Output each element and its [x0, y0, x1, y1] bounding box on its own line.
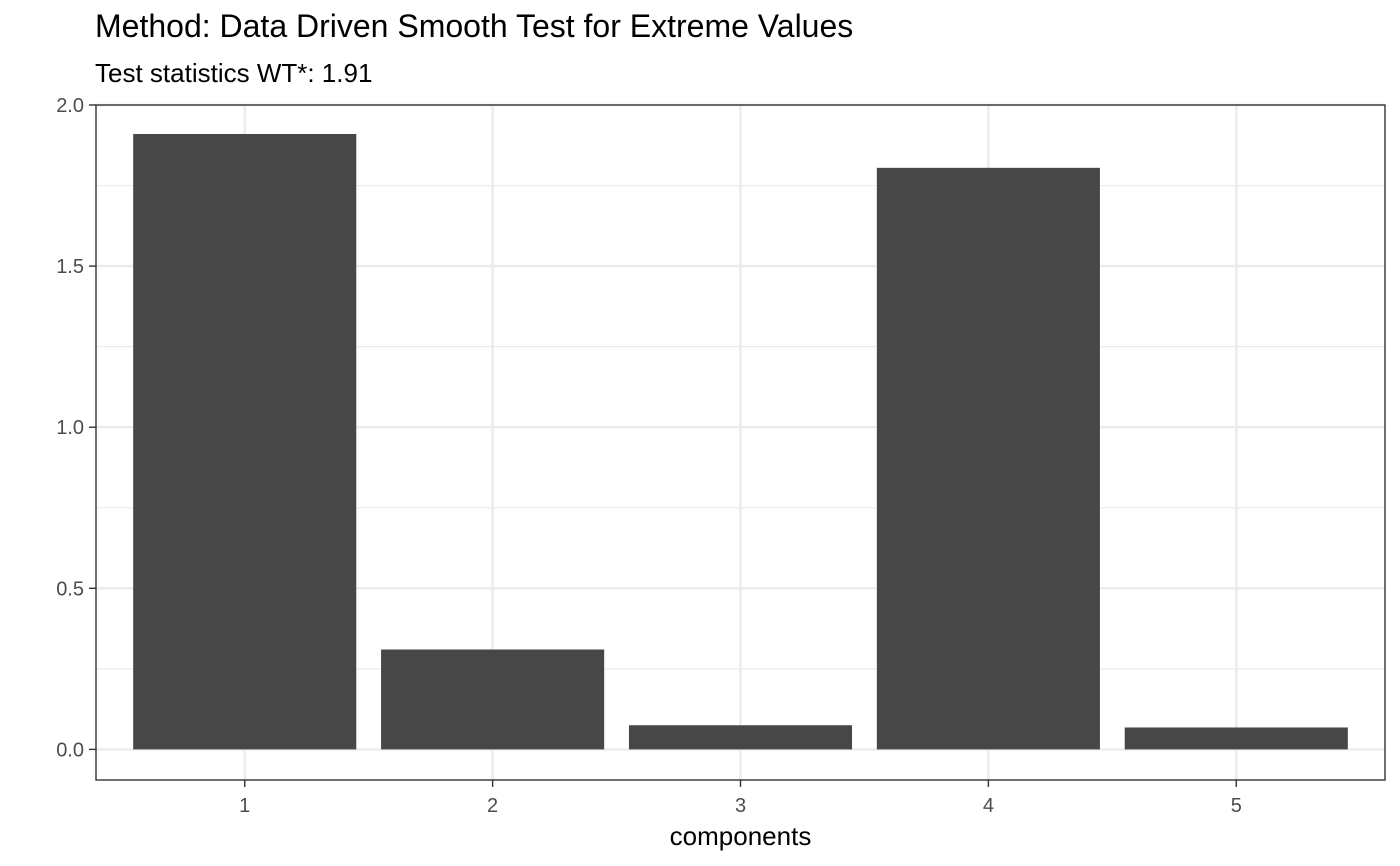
x-tick-label: 3 [735, 795, 746, 817]
chart-subtitle: Test statistics WT*: 1.91 [95, 58, 373, 88]
x-tick-label: 5 [1231, 795, 1242, 817]
x-tick-label: 1 [239, 795, 250, 817]
bar [628, 725, 853, 750]
x-tick-label: 4 [983, 795, 994, 817]
y-tick-label: 0.0 [56, 739, 84, 761]
x-axis-label: components [670, 821, 812, 851]
chart-title: Method: Data Driven Smooth Test for Extr… [95, 8, 854, 44]
y-tick-label: 2.0 [56, 95, 84, 117]
y-tick-label: 1.0 [56, 417, 84, 439]
y-tick-label: 1.5 [56, 256, 84, 278]
bar [381, 649, 605, 750]
y-tick-label: 0.5 [56, 578, 84, 600]
bar [876, 167, 1100, 750]
x-tick-label: 2 [487, 795, 498, 817]
bar [1124, 727, 1348, 750]
bar [133, 133, 357, 750]
